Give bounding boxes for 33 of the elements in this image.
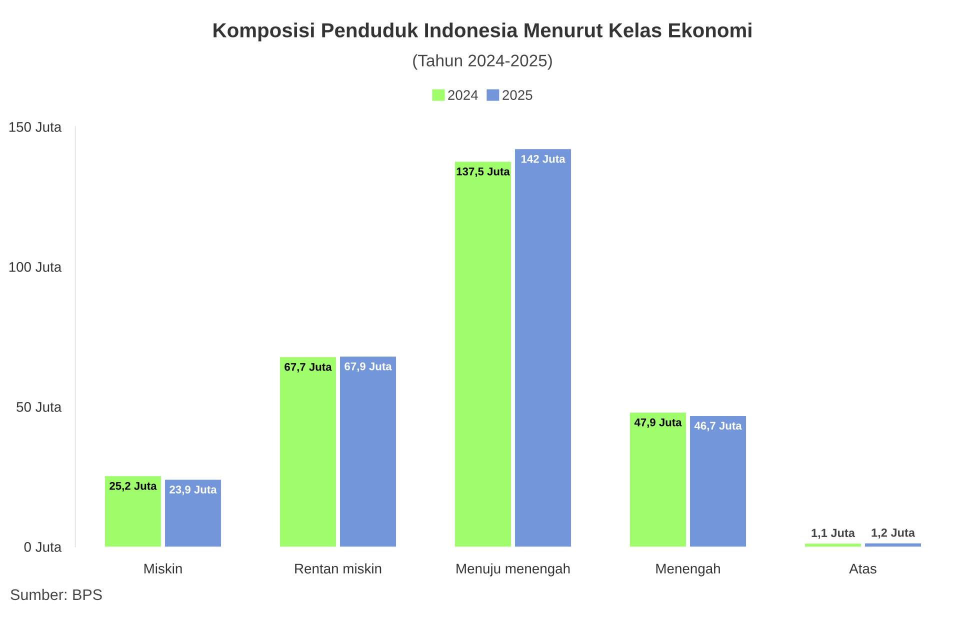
chart-subtitle: (Tahun 2024-2025) bbox=[413, 54, 552, 70]
data-label: 25,2 Juta bbox=[110, 482, 157, 492]
data-label: 137,5 Juta bbox=[456, 168, 510, 178]
x-tick-label: Miskin bbox=[144, 563, 182, 574]
bar bbox=[690, 416, 746, 547]
bar bbox=[340, 356, 396, 547]
x-tick-label: Menuju menengah bbox=[456, 563, 570, 576]
data-label: 1,2 Juta bbox=[872, 528, 916, 539]
data-label: 46,7 Juta bbox=[694, 422, 742, 432]
data-label: 1,1 Juta bbox=[812, 528, 856, 539]
text: Sumber: BPS bbox=[10, 588, 102, 600]
y-tick-label: 50 Juta bbox=[16, 402, 62, 412]
legend-label: 2024 bbox=[448, 90, 478, 100]
bar bbox=[454, 162, 511, 547]
data-label: 142 Juta bbox=[521, 154, 566, 163]
y-tick-label: 100 Juta bbox=[9, 262, 62, 272]
x-tick-label: Rentan miskin bbox=[295, 563, 382, 574]
data-label: 47,9 Juta bbox=[634, 418, 682, 428]
chart-title: Komposisi Penduduk Indonesia Menurut Kelas Ekonomi bbox=[214, 22, 752, 42]
data-label: 67,7 Juta bbox=[284, 362, 332, 372]
bar bbox=[280, 357, 336, 547]
y-tick-label: 0 Juta bbox=[24, 542, 62, 552]
x-tick-label: Menengah bbox=[656, 563, 720, 576]
legend-label: 2025 bbox=[502, 90, 532, 100]
data-label: 23,9 Juta bbox=[170, 486, 217, 496]
x-tick-label: Atas bbox=[849, 564, 876, 574]
bar bbox=[104, 476, 161, 547]
data-label: 67,9 Juta bbox=[344, 362, 392, 372]
bar bbox=[630, 412, 686, 547]
y-tick-label: 150 Juta bbox=[9, 122, 62, 132]
bar bbox=[804, 544, 861, 547]
bar bbox=[515, 149, 572, 547]
bar bbox=[165, 480, 222, 547]
